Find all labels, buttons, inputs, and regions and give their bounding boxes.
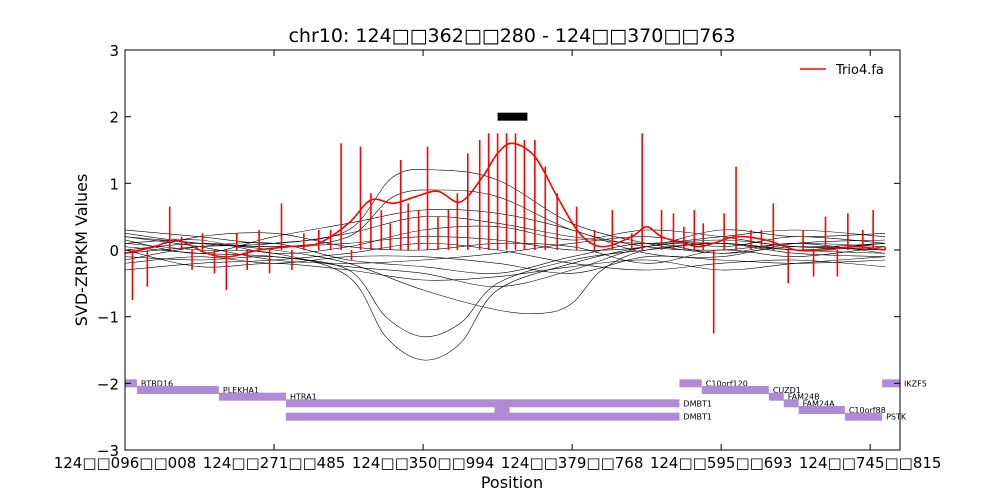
gene-bar-4 xyxy=(285,412,680,421)
x-tick-label-5: 124□□745□□815 xyxy=(799,454,942,472)
y-tick-label-6: 3 xyxy=(109,42,119,60)
background-line-1 xyxy=(125,242,886,338)
gene-bar-1 xyxy=(136,386,219,394)
background-line-11 xyxy=(125,242,886,274)
y-tick-label-5: 2 xyxy=(109,109,119,127)
gene-label-7: FAM24B xyxy=(788,393,820,402)
legend-label-trio4: Trio4.fa xyxy=(835,63,884,78)
y-tick-label-2: −1 xyxy=(97,309,119,327)
background-series-group xyxy=(125,168,886,361)
highlight-group xyxy=(497,112,528,121)
x-axis: 124□□096□□008 124□□271□□485 124□□350□□994 1… xyxy=(54,50,942,472)
background-line-4 xyxy=(125,168,886,254)
trio4-smooth-group xyxy=(125,142,886,258)
gene-label-5: C10orf120 xyxy=(706,379,748,388)
background-line-14 xyxy=(125,232,886,264)
background-line-9 xyxy=(125,242,886,271)
x-tick-label-0: 124□□096□□008 xyxy=(54,454,197,472)
background-line-2 xyxy=(125,236,886,315)
gene-bar-6 xyxy=(701,386,769,394)
gene-bar-7 xyxy=(768,392,784,401)
y-tick-label-3: 0 xyxy=(109,242,119,260)
gene-label-3: DMBT1 xyxy=(683,399,712,408)
legend: Trio4.fa xyxy=(792,56,894,82)
trio4-smooth-line xyxy=(125,142,886,258)
background-line-3 xyxy=(125,242,886,288)
gene-label-8: FAM24A xyxy=(803,399,835,408)
gene-bar-9 xyxy=(798,406,845,414)
y-tick-label-0: −3 xyxy=(97,442,119,460)
gene-label-9: C10orf88 xyxy=(849,406,886,415)
highlight-bar xyxy=(497,112,528,121)
gene-label-0: BTBD16 xyxy=(141,379,173,388)
gene-label-1: PLEKHA1 xyxy=(223,386,259,395)
y-tick-label-4: 1 xyxy=(109,175,119,193)
y-axis: −3 −2 −1 0 1 2 3 xyxy=(97,42,900,460)
background-line-7 xyxy=(125,255,886,274)
gene-bar-11 xyxy=(882,379,900,388)
chart-title: chr10: 124□□362□□280 - 124□□370□□763 xyxy=(288,25,735,47)
gene-bar-8 xyxy=(783,399,799,408)
gene-label-4: DMBT1 xyxy=(683,413,712,422)
x-tick-label-4: 124□□595□□693 xyxy=(650,454,793,472)
background-line-15 xyxy=(125,236,886,264)
gene-track-group: BTBD16 PLEKHA1 HTRA1 DMBT1 DMBT1 C10orf120 CUZ… xyxy=(125,379,927,422)
x-tick-label-2: 124□□350□□994 xyxy=(352,454,495,472)
gene-bar-3 xyxy=(285,399,680,408)
x-axis-label: Position xyxy=(481,473,543,492)
gene-label-6: CUZD1 xyxy=(773,386,801,395)
background-line-13 xyxy=(125,249,886,281)
background-line-10 xyxy=(125,225,886,254)
gene-label-10: PSTK xyxy=(886,413,907,422)
gene-label-2: HTRA1 xyxy=(290,393,317,402)
y-axis-label: SVD-ZRPKM Values xyxy=(72,174,91,327)
gene-connector xyxy=(494,403,510,417)
gene-bar-2 xyxy=(218,392,286,401)
gene-label-11: IKZF5 xyxy=(904,379,927,388)
x-tick-label-3: 124□□379□□768 xyxy=(501,454,644,472)
x-tick-label-1: 124□□271□□485 xyxy=(203,454,346,472)
gene-bar-10 xyxy=(844,412,883,421)
y-tick-label-1: −2 xyxy=(97,375,119,393)
gene-bar-5 xyxy=(679,379,702,388)
trio4-bars-group xyxy=(131,133,886,334)
